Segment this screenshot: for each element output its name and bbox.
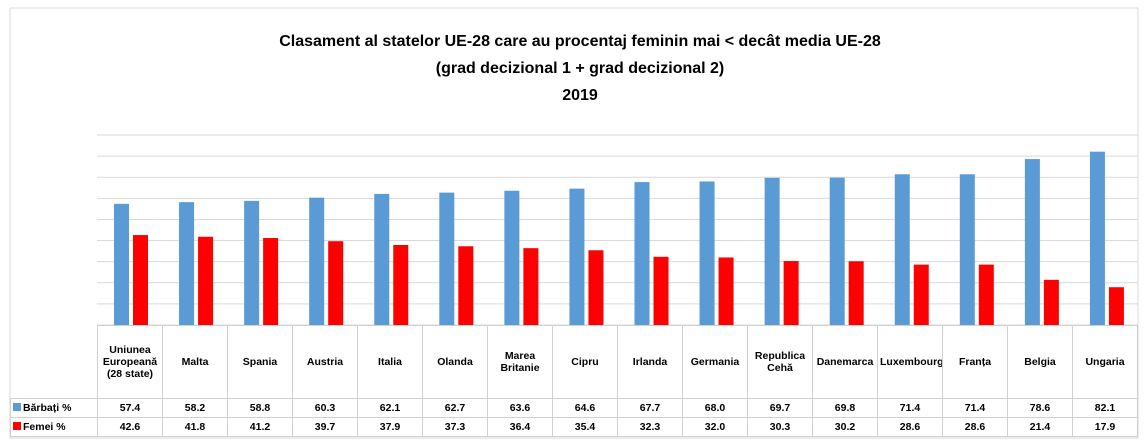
- value-label: 62.1: [357, 398, 423, 418]
- value-label: 37.9: [357, 417, 423, 437]
- legend-cell: Femei %: [10, 417, 98, 437]
- value-label: 32.0: [682, 417, 748, 437]
- value-label: 36.4: [487, 417, 553, 437]
- bar: [653, 256, 669, 325]
- legend-swatch: [13, 422, 21, 430]
- bar: [439, 192, 455, 325]
- value-label: 37.3: [422, 417, 488, 437]
- category-label: Germania: [682, 325, 748, 399]
- data-table: Uniunea Europeană (28 state) Malta Spania A…: [10, 325, 1138, 437]
- chart-year: 2019: [562, 87, 598, 104]
- value-label: 63.6: [487, 398, 553, 418]
- category-label: Franța: [942, 325, 1008, 399]
- bar: [1089, 151, 1105, 325]
- category-label: Cipru: [552, 325, 618, 399]
- value-label: 69.8: [812, 398, 878, 418]
- value-label: 21.4: [1007, 417, 1073, 437]
- bar: [569, 188, 585, 325]
- category-label: Republica Cehă: [747, 325, 813, 399]
- value-label: 58.8: [227, 398, 293, 418]
- value-label: 28.6: [942, 417, 1008, 437]
- value-label: 39.7: [292, 417, 358, 437]
- category-label: Spania: [227, 325, 293, 399]
- value-label: 35.4: [552, 417, 618, 437]
- value-label: 71.4: [942, 398, 1008, 418]
- bar: [588, 250, 604, 325]
- bar: [309, 197, 325, 325]
- bar: [1108, 287, 1124, 325]
- bar: [179, 202, 195, 325]
- value-label: 60.3: [292, 398, 358, 418]
- bar: [198, 236, 214, 325]
- value-label: 41.2: [227, 417, 293, 437]
- value-label: 78.6: [1007, 398, 1073, 418]
- value-label: 69.7: [747, 398, 813, 418]
- legend-label: Femei %: [23, 421, 66, 433]
- category-label: Irlanda: [617, 325, 683, 399]
- bar: [1024, 159, 1040, 325]
- bar: [458, 246, 474, 325]
- value-label: 67.7: [617, 398, 683, 418]
- bar: [764, 177, 780, 325]
- bar: [523, 248, 539, 325]
- bar: [1043, 279, 1059, 325]
- value-label: 62.7: [422, 398, 488, 418]
- bar: [114, 203, 129, 325]
- value-label: 57.4: [97, 398, 163, 418]
- category-label: Danemarca: [812, 325, 878, 399]
- bar: [634, 182, 650, 325]
- value-label: 58.2: [162, 398, 228, 418]
- chart-title: Clasament al statelor UE-28 care au proc…: [279, 33, 881, 50]
- category-label: Luxembourg: [877, 325, 943, 399]
- bar: [699, 181, 715, 325]
- value-label: 30.3: [747, 417, 813, 437]
- table-row: Femei % 42.6 41.8 41.2 39.7 37.9 37.3 36.4 35.4 3…: [10, 417, 1138, 437]
- bar: [978, 264, 994, 325]
- bar: [504, 190, 520, 325]
- table-row: Bărbați % 57.4 58.2 58.8 60.3 62.1 62.7 63.6 64.…: [10, 398, 1138, 418]
- bar: [913, 264, 929, 325]
- legend-cell: Bărbați %: [10, 398, 98, 418]
- category-label: Belgia: [1007, 325, 1073, 399]
- legend-label: Bărbați %: [23, 402, 72, 414]
- bar: [244, 200, 260, 325]
- chart-subtitle: (grad decizional 1 + grad decizional 2): [436, 60, 725, 77]
- category-label: Uniunea Europeană (28 state): [97, 325, 163, 399]
- category-label: Malta: [162, 325, 228, 399]
- value-label: 30.2: [812, 417, 878, 437]
- value-label: 28.6: [877, 417, 943, 437]
- bar: [783, 261, 799, 325]
- bar: [393, 244, 409, 325]
- value-label: 42.6: [97, 417, 163, 437]
- value-label: 68.0: [682, 398, 748, 418]
- bar: [263, 238, 279, 325]
- value-label: 64.6: [552, 398, 618, 418]
- bar: [718, 257, 734, 325]
- category-label: Marea Britanie: [487, 325, 553, 399]
- bar: [894, 174, 910, 325]
- bar: [848, 261, 864, 325]
- value-label: 17.9: [1072, 417, 1138, 437]
- category-label: Ungaria: [1072, 325, 1138, 399]
- category-label: Austria: [292, 325, 358, 399]
- bar: [328, 241, 344, 325]
- category-label: Italia: [357, 325, 423, 399]
- category-label: Olanda: [422, 325, 488, 399]
- value-label: 32.3: [617, 417, 683, 437]
- bar: [959, 174, 975, 325]
- bar: [374, 193, 390, 325]
- bar: [829, 177, 845, 325]
- bar: [133, 235, 148, 325]
- value-label: 71.4: [877, 398, 943, 418]
- table-header: Uniunea Europeană (28 state) Malta Spania A…: [10, 325, 1138, 399]
- legend-swatch: [13, 403, 21, 411]
- value-label: 82.1: [1072, 398, 1138, 418]
- corner-cell: [10, 325, 98, 399]
- value-label: 41.8: [162, 417, 228, 437]
